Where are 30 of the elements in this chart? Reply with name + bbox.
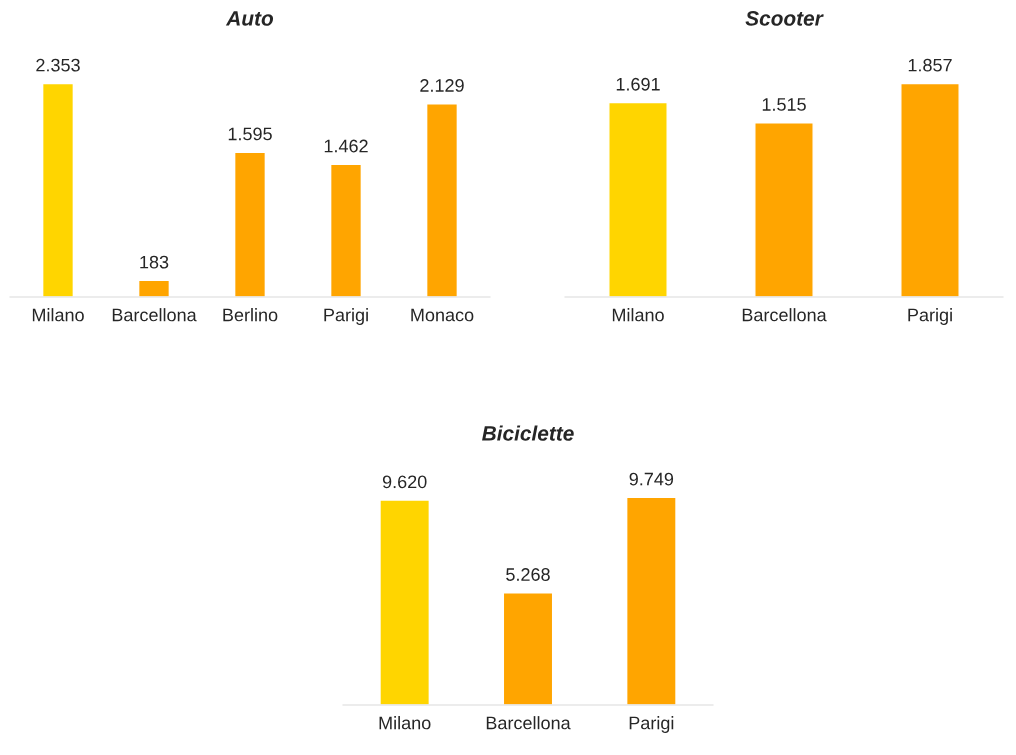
x-tick-label: Parigi — [324, 308, 368, 325]
data-label: 1.515 — [762, 98, 806, 111]
chart-title: Scooter — [745, 11, 824, 26]
data-label: 1.462 — [324, 139, 368, 153]
bar — [329, 163, 363, 297]
x-tick-label: Milano — [379, 716, 431, 730]
chart-title: Auto — [225, 11, 274, 26]
chart-title: Biciclette — [482, 425, 574, 441]
x-tick-label: Parigi — [629, 716, 674, 733]
bar — [137, 279, 171, 297]
data-label: 9.749 — [629, 472, 674, 486]
x-tick-label: Monaco — [411, 308, 474, 322]
x-tick-label: Berlino — [223, 308, 278, 322]
data-label: 1.857 — [908, 58, 952, 72]
x-tick-label: Milano — [32, 308, 84, 322]
x-tick-label: Barcellona — [486, 716, 571, 730]
x-tick-label: Barcellona — [112, 308, 197, 322]
x-tick-label: Milano — [612, 308, 664, 322]
bar — [41, 82, 75, 297]
data-label: 183 — [140, 255, 169, 269]
data-label: 2.129 — [420, 79, 464, 92]
data-label: 9.620 — [382, 475, 427, 489]
x-tick-label: Barcellona — [742, 308, 827, 322]
x-tick-label: Parigi — [908, 308, 952, 325]
data-label: 1.595 — [228, 127, 272, 141]
data-label: 2.353 — [36, 58, 80, 72]
bar — [425, 103, 459, 297]
data-label: 5.268 — [506, 568, 550, 581]
data-label: 1.691 — [616, 77, 660, 91]
bar — [233, 151, 267, 297]
